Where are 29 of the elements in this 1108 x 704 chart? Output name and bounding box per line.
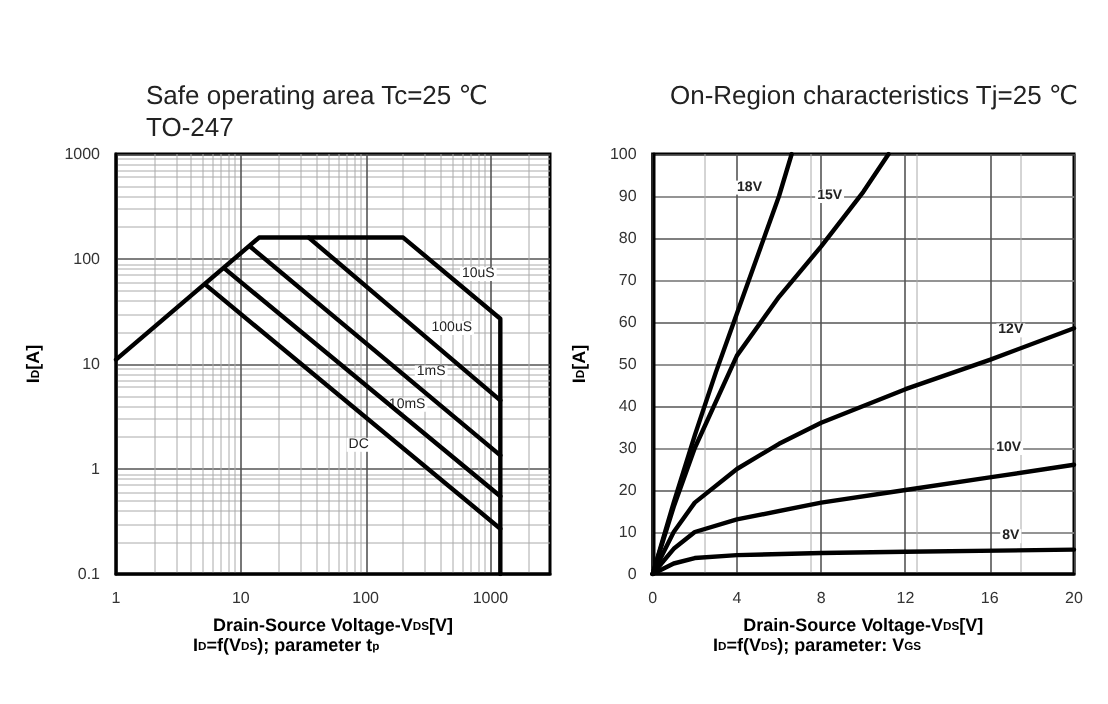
chart-title: Safe operating area Tc=25 ℃ <box>146 80 488 110</box>
y-tick-label: 90 <box>618 187 638 205</box>
x-tick-label: 1 <box>111 589 122 607</box>
y-tick-label: 100 <box>73 250 102 268</box>
y-tick-label: 50 <box>618 355 638 373</box>
x-tick-label: 8 <box>816 589 827 607</box>
y-tick-label: 0.1 <box>77 565 102 583</box>
y-tick-label: 40 <box>618 397 638 415</box>
x-tick-label: 100 <box>352 589 381 607</box>
y-tick-label: 1 <box>91 460 102 478</box>
x-tick-label: 4 <box>732 589 743 607</box>
y-tick-label: 70 <box>618 271 638 289</box>
y-tick-label: 1000 <box>64 145 102 163</box>
y-tick-label: 0 <box>627 565 638 583</box>
chart-subtitle: TO-247 <box>146 112 234 142</box>
y-tick-label: 80 <box>618 229 638 247</box>
x-tick-label: 12 <box>896 589 916 607</box>
y-tick-label: 30 <box>618 439 638 457</box>
y-tick-label: 10 <box>82 355 102 373</box>
x-tick-label: 10 <box>231 589 251 607</box>
chart-title: On-Region characteristics Tj=25 ℃ <box>670 80 1079 110</box>
x-tick-label: 16 <box>980 589 1000 607</box>
x-tick-label: 20 <box>1065 589 1084 607</box>
x-tick-label: 0 <box>648 589 659 607</box>
x-tick-label: 1000 <box>472 589 510 607</box>
y-tick-label: 20 <box>618 481 638 499</box>
y-tick-label: 60 <box>618 313 638 331</box>
y-tick-label: 10 <box>618 523 638 541</box>
y-tick-label: 100 <box>609 145 638 163</box>
